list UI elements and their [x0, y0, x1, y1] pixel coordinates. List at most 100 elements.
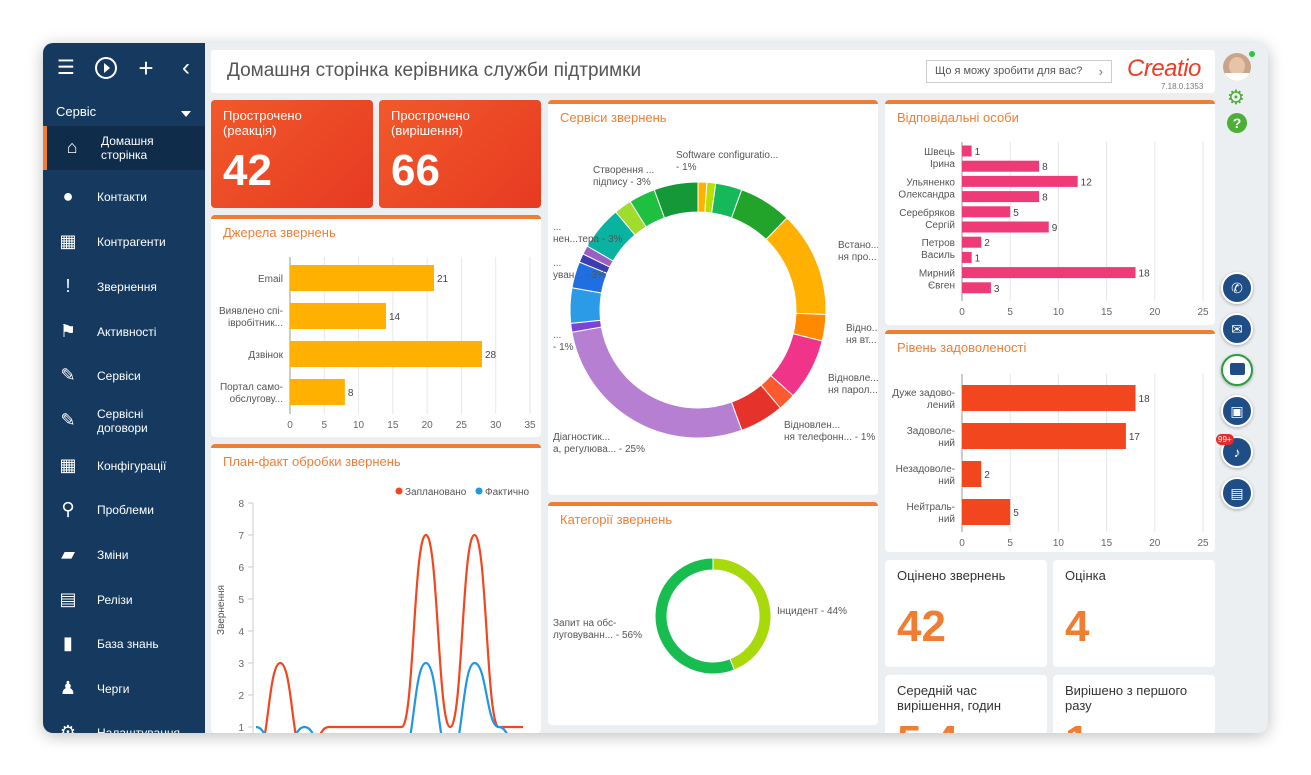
bar[interactable]	[962, 145, 972, 157]
help-icon[interactable]: ?	[1227, 113, 1247, 133]
collapse-icon[interactable]: ‹	[182, 54, 190, 81]
sidebar-item-4[interactable]: ⚑ Активності	[43, 310, 205, 354]
add-icon[interactable]: +	[138, 53, 154, 83]
kpi-value: 42	[223, 146, 272, 195]
widget-rating[interactable]: Оцінка 4	[1053, 560, 1215, 667]
widget-label: Оцінка	[1065, 568, 1106, 583]
sidebar-item-9[interactable]: ▰ Зміни	[43, 533, 205, 577]
slice-label: ... нен...тера - 3%	[553, 222, 623, 245]
bar[interactable]	[290, 303, 386, 329]
series-line[interactable]	[256, 533, 523, 733]
sidebar-item-2[interactable]: ▦ Контрагенти	[43, 220, 205, 264]
chevron-down-icon	[181, 111, 191, 117]
pie-slice[interactable]	[765, 217, 827, 315]
phone-icon[interactable]: ✆	[1221, 272, 1253, 304]
pie-slice[interactable]	[712, 557, 772, 671]
slice-label: Відновлен... ня телефонн... - 1%	[784, 420, 875, 443]
play-icon[interactable]	[93, 55, 119, 81]
sidebar-item-5[interactable]: ✎ Сервіси	[43, 354, 205, 398]
category-label: Петров	[922, 238, 955, 249]
legend-label[interactable]: Заплановано	[405, 487, 467, 498]
sidebar-item-7[interactable]: ▦ Конфігурації	[43, 444, 205, 488]
widget-title: Сервіси звернень	[560, 110, 667, 125]
tick-label: 5	[1007, 307, 1013, 318]
bar[interactable]	[962, 206, 1011, 218]
data-label: 5	[1013, 508, 1019, 519]
tick-label: 10	[1053, 538, 1065, 549]
bar[interactable]	[962, 236, 982, 248]
widget-rated[interactable]: Оцінено звернень 42	[885, 560, 1047, 667]
creatio-logo[interactable]: Creatio	[1127, 55, 1201, 82]
bar[interactable]	[290, 265, 434, 291]
bar[interactable]	[290, 379, 345, 405]
tick-label: 8	[238, 499, 244, 510]
bar[interactable]	[962, 191, 1040, 203]
bar[interactable]	[962, 461, 982, 487]
category-label: Олександра	[898, 189, 955, 200]
email-icon[interactable]: ✉	[1221, 313, 1253, 345]
widget-satisfaction: Рівень задоволеності 0 5 10 15 20 25 18 Дуже за…	[885, 330, 1215, 552]
category-label: Євген	[928, 281, 955, 292]
sidebar-item-label: Проблеми	[97, 503, 154, 517]
bar[interactable]	[962, 267, 1136, 279]
workspace-select[interactable]: Сервіс	[47, 101, 199, 127]
widget-avg-time[interactable]: Середній час вирішення, годин 5,4	[885, 675, 1047, 733]
sidebar-item-11[interactable]: ▮ База знань	[43, 622, 205, 666]
widget-value: 1	[1065, 717, 1089, 733]
sidebar-item-1[interactable]: ● Контакти	[43, 175, 205, 219]
bar[interactable]	[962, 423, 1126, 449]
pie-slice[interactable]	[653, 181, 699, 219]
chat-icon[interactable]	[1221, 354, 1253, 386]
tick-label: 3	[238, 659, 244, 670]
widget-value: 42	[897, 602, 946, 651]
bar[interactable]	[290, 341, 482, 367]
menu-icon[interactable]: ☰	[57, 57, 75, 79]
sidebar-item-10[interactable]: ▤ Релізи	[43, 578, 205, 622]
process-icon[interactable]: ▤	[1221, 477, 1253, 509]
avatar[interactable]	[1223, 53, 1251, 81]
bar[interactable]	[962, 221, 1049, 233]
command-search-input[interactable]: Що я можу зробити для вас? ›	[926, 60, 1112, 83]
slice-label: Інцидент - 44%	[777, 606, 847, 617]
kpi-overdue-reaction[interactable]: Прострочено (реакція) 42	[211, 100, 373, 208]
kpi-overdue-resolution[interactable]: Прострочено (вирішення) 66	[379, 100, 541, 208]
sidebar-item-13[interactable]: ⚙ Налаштування	[43, 711, 205, 733]
pie-slice[interactable]	[654, 557, 736, 675]
data-label: 1	[975, 253, 981, 264]
sidebar-item-0[interactable]: ⌂ Домашня сторінка	[43, 126, 205, 170]
widget-title: Відповідальні особи	[897, 110, 1019, 125]
bar[interactable]	[962, 175, 1078, 187]
tick-label: 1	[238, 723, 244, 733]
sidebar-item-6[interactable]: ✎ Сервісні договори	[43, 399, 205, 443]
services-chart: Software configuratio... - 1% Встано... ня …	[553, 150, 878, 455]
slice-label: Відновле... ня парол...	[828, 373, 878, 396]
sidebar-item-12[interactable]: ♟ Черги	[43, 667, 205, 711]
data-label: 1	[975, 147, 981, 158]
category-label: Email	[258, 274, 283, 285]
bar[interactable]	[962, 160, 1040, 172]
tick-label: 0	[959, 307, 965, 318]
pie-slice[interactable]	[569, 287, 603, 324]
categories-chart: Інцидент - 44% Запит на обс-луговуванн...…	[553, 557, 847, 675]
pie-slice[interactable]	[571, 326, 743, 439]
widget-title: План-факт обробки звернень	[223, 454, 401, 469]
home-icon: ⌂	[66, 137, 78, 157]
widget-sources: Джерела звернень 0 5 10 15 20 25 30 35 21 Email 14…	[211, 215, 541, 437]
bar[interactable]	[962, 385, 1136, 411]
widget-first-time[interactable]: Вирішено з першого разу 1	[1053, 675, 1215, 733]
series-line[interactable]	[255, 661, 523, 733]
bar[interactable]	[962, 282, 991, 294]
app-version: 7.18.0.1353	[1161, 82, 1204, 91]
bar[interactable]	[962, 499, 1011, 525]
sidebar-item-3[interactable]: ! Звернення	[43, 265, 205, 309]
bar[interactable]	[962, 251, 972, 263]
legend-label[interactable]: Фактично	[485, 487, 530, 498]
page-header: Домашня сторінка керівника служби підтри…	[211, 50, 1215, 93]
sidebar-item-8[interactable]: ⚲ Проблеми	[43, 488, 205, 532]
feed-icon[interactable]: ▣	[1221, 395, 1253, 427]
gear-icon[interactable]: ⚙	[1227, 87, 1245, 109]
category-label: івробітник...	[228, 317, 283, 329]
slice-label: ... - 1%	[553, 330, 574, 353]
bell-icon[interactable]: ♪	[1221, 436, 1253, 468]
tick-label: 4	[238, 627, 244, 638]
